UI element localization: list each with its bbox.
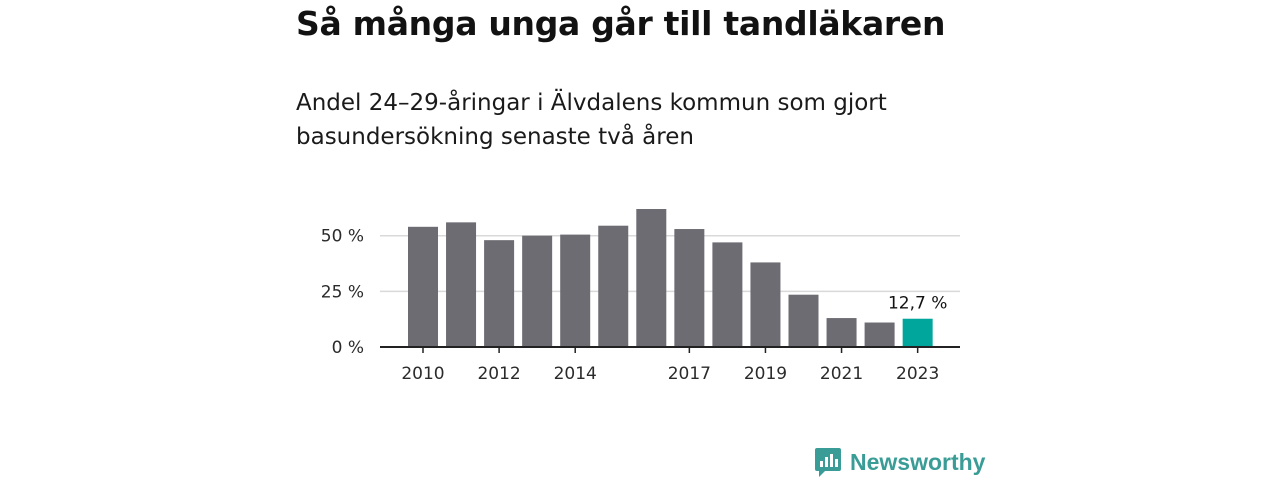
bar <box>522 235 553 347</box>
x-tick-label: 2012 <box>477 364 520 384</box>
bar <box>826 318 857 347</box>
labels: 0 % 25 % 50 % 2010 2012 2014 2017 2019 2021 2023 1… <box>321 227 948 384</box>
x-tick-label: 2014 <box>554 364 597 384</box>
axes <box>380 346 960 353</box>
bar <box>788 294 819 347</box>
x-tick-label: 2023 <box>896 364 939 384</box>
bar <box>484 240 515 347</box>
bar <box>750 262 781 347</box>
y-tick-label: 50 % <box>321 227 364 247</box>
bar <box>636 209 667 347</box>
bar <box>408 226 438 347</box>
y-tick-label: 25 % <box>321 282 364 302</box>
bars <box>408 209 933 347</box>
bar <box>598 225 629 347</box>
x-tick-label: 2019 <box>744 364 787 384</box>
bar <box>674 229 705 347</box>
bar <box>902 318 933 347</box>
bar <box>446 222 477 347</box>
x-tick-label: 2010 <box>401 364 444 384</box>
chart-title: Så många unga går till tandläkaren <box>296 4 946 43</box>
bar <box>560 234 591 347</box>
value-label: 12,7 % <box>888 294 947 314</box>
bar <box>712 242 743 347</box>
newsworthy-logo-icon <box>815 448 841 477</box>
x-tick-label: 2021 <box>820 364 863 384</box>
bar <box>864 322 895 347</box>
brand-name: Newsworthy <box>850 448 986 475</box>
brand-logo: Newsworthy <box>814 446 985 478</box>
y-tick-label: 0 % <box>332 338 364 358</box>
x-tick-label: 2017 <box>668 364 711 384</box>
grid-lines <box>380 234 960 293</box>
chart-subtitle: Andel 24–29-åringar i Älvdalens kommun s… <box>296 90 887 150</box>
